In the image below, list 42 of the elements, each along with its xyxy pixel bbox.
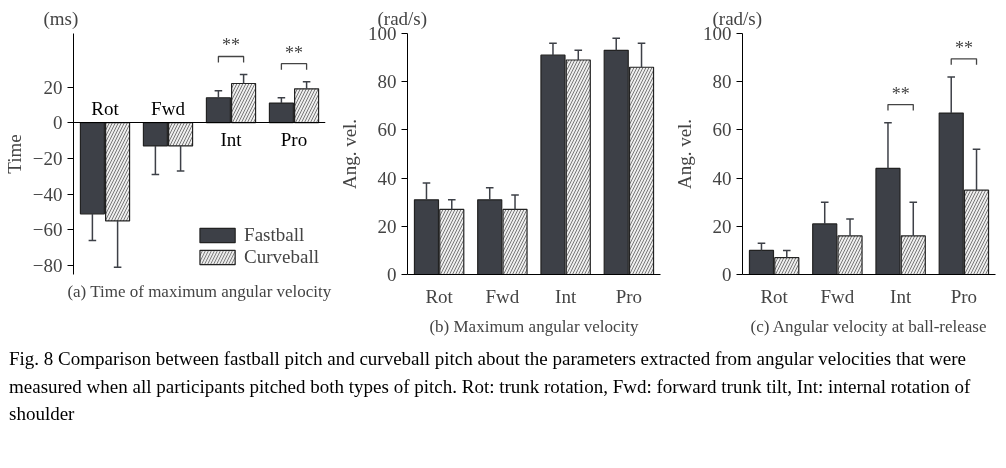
y-tick-label: 20: [377, 215, 397, 237]
y-tick-label: −40: [32, 183, 63, 205]
y-tick-label: 20: [712, 215, 732, 237]
y-tick-label: 40: [377, 167, 397, 189]
text: (c) Angular velocity at ball-release: [750, 316, 987, 336]
y-axis-title: Ang. vel.: [674, 118, 695, 190]
x-tick-label: Int: [555, 285, 577, 307]
caption: Fig. 8 Comparison between fastball pitch and curveball pitch about the parameters extracted from angular velocities that were measured when all participants pitched both types of pitch. Rot: trunk rotation, Fwd: forward trunk tilt, Int: internal rotation of shoulder: [8, 347, 972, 427]
y-tick-label: −20: [32, 147, 63, 169]
text: (a) Time of maximum angular velocity: [67, 281, 332, 301]
y-tick-label: 80: [377, 71, 397, 93]
x-tick-label: Fwd: [820, 285, 855, 307]
x-tick-label: Int: [890, 285, 912, 307]
annotation: **: [954, 37, 973, 58]
legend-label: Curveball: [244, 246, 319, 268]
x-tick-label: Fwd: [151, 97, 186, 119]
x-tick-label: Pro: [280, 128, 308, 150]
text: (b) Maximum angular velocity: [429, 316, 640, 336]
y-tick-label: −80: [32, 255, 63, 277]
x-tick-label: Pro: [950, 285, 978, 307]
x-tick-label: Int: [220, 128, 243, 150]
x-tick-label: Pro: [615, 285, 643, 307]
x-tick-label: Rot: [91, 97, 120, 119]
y-axis-title: Ang. vel.: [339, 118, 360, 190]
y-tick-label: −60: [32, 219, 63, 241]
y-axis-title: Time: [3, 134, 25, 174]
x-tick-label: Rot: [760, 285, 789, 307]
annotation: **: [285, 42, 303, 63]
x-tick-label: Fwd: [485, 285, 520, 307]
y-tick-label: 60: [377, 119, 397, 141]
y-tick-label: 20: [43, 76, 63, 98]
legend-label: Fastball: [244, 224, 305, 246]
annotation: **: [222, 35, 240, 56]
y-tick-label: 0: [53, 112, 63, 134]
y-tick-label: 0: [387, 264, 397, 285]
y-tick-label: 40: [712, 167, 732, 189]
x-tick-label: Rot: [425, 285, 454, 307]
annotation: **: [891, 83, 910, 104]
y-tick-label: 60: [712, 119, 732, 141]
y-tick-label: 80: [712, 71, 732, 93]
y-tick-label: 0: [722, 264, 732, 285]
text: (ms): [43, 7, 79, 30]
